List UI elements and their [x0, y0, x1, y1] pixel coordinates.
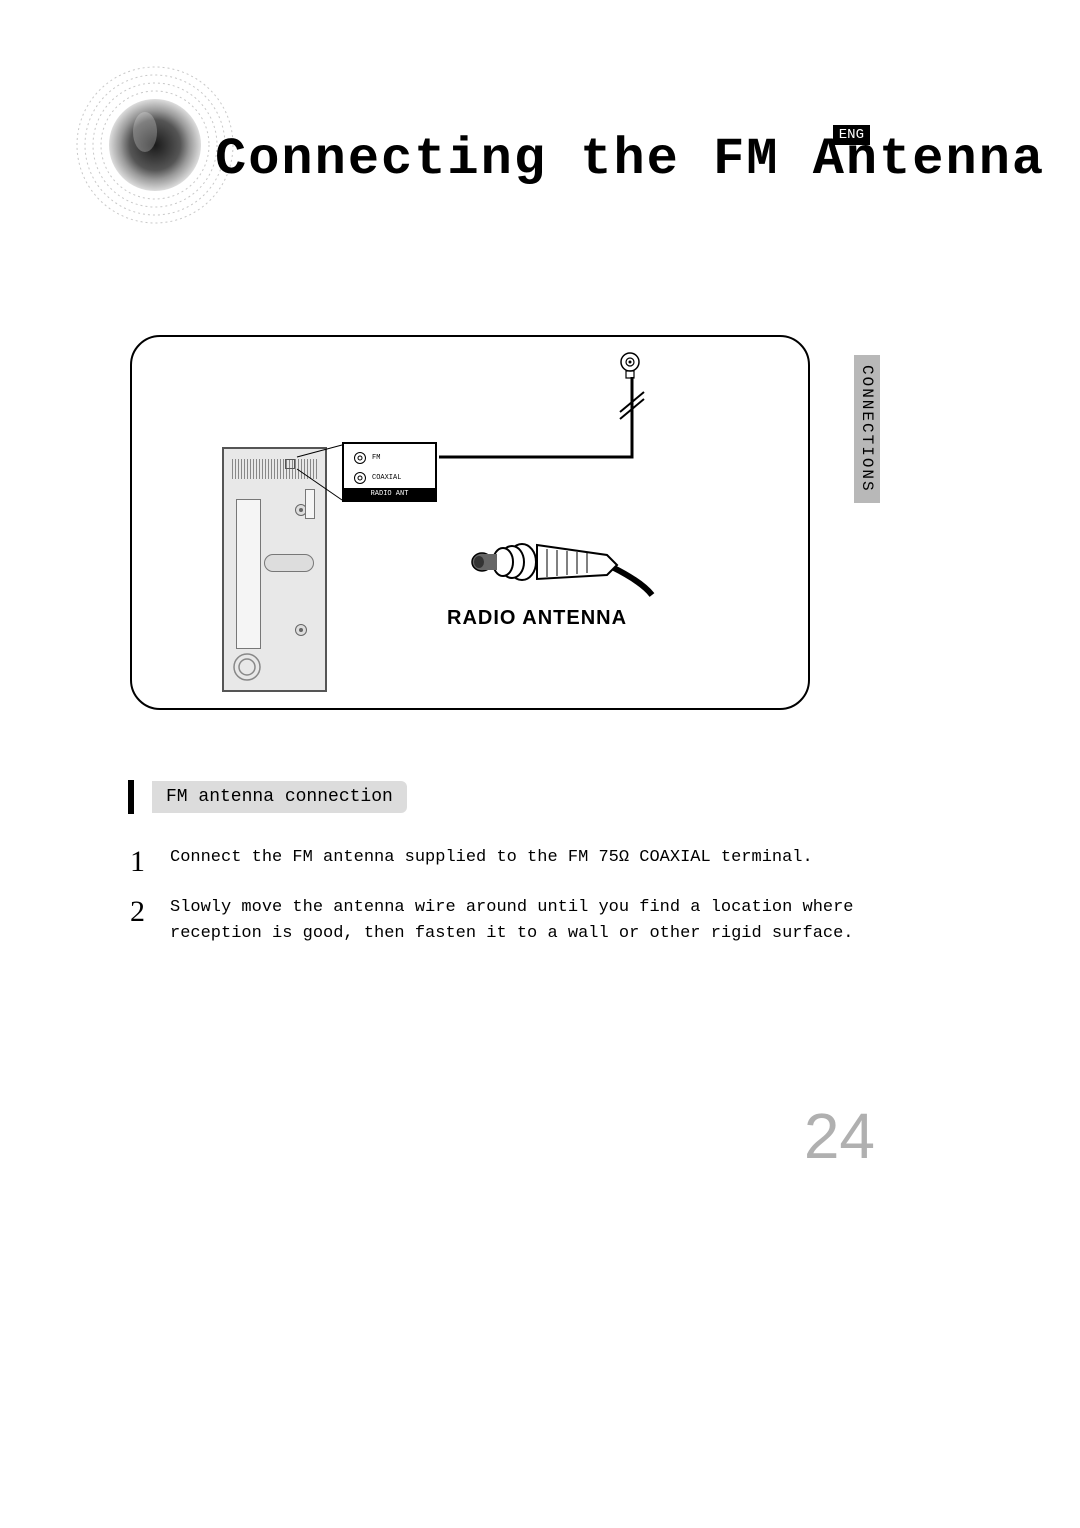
radio-antenna-caption: RADIO ANTENNA [447, 607, 627, 630]
step-1: 1 Connect the FM antenna supplied to the… [130, 845, 950, 871]
antenna-plug-icon [467, 527, 657, 597]
step-text: Connect the FM antenna supplied to the F… [170, 845, 950, 871]
connection-diagram: FM COAXIAL RADIO ANT [130, 335, 810, 710]
step-number: 2 [130, 889, 145, 934]
section-heading: FM antenna connection [128, 780, 407, 814]
step-number: 1 [130, 839, 145, 884]
fm-port-zoom: FM COAXIAL RADIO ANT [342, 442, 437, 502]
radio-ant-label: RADIO ANT [344, 488, 435, 500]
antenna-end-icon [617, 352, 643, 402]
section-tab: CONNECTIONS [854, 355, 880, 503]
fm-label: FM [372, 454, 380, 462]
page-title: Connecting the FM Antenna [215, 130, 1045, 189]
device-rear-panel [222, 447, 327, 692]
coaxial-label: COAXIAL [372, 474, 401, 482]
section-heading-text: FM antenna connection [152, 781, 407, 813]
step-2: 2 Slowly move the antenna wire around un… [130, 895, 950, 946]
page-number: 24 [804, 1099, 875, 1173]
step-text: Slowly move the antenna wire around unti… [170, 895, 950, 946]
